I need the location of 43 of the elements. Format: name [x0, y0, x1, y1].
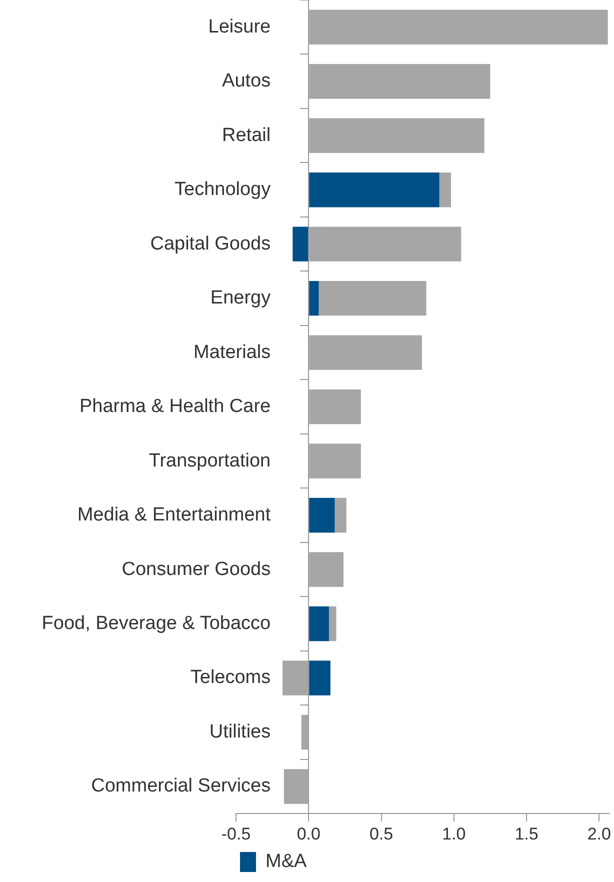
bar	[309, 226, 462, 262]
bar	[309, 389, 361, 424]
y-tick-label: Media & Entertainment	[77, 504, 272, 526]
bar	[309, 64, 490, 99]
y-tick-label: Technology	[174, 179, 272, 200]
y-tick-label: Consumer Goods	[122, 558, 271, 580]
y-tick-label: Autos	[222, 70, 271, 92]
y-tick-label: Transportation	[148, 450, 271, 472]
bar	[309, 118, 484, 153]
bar	[282, 660, 308, 696]
x-tick-label: 2.0	[587, 824, 611, 844]
bar	[309, 660, 330, 696]
y-tick-label: Leisure	[208, 16, 271, 38]
legend-label: M&A	[266, 851, 307, 872]
y-tick-label: Pharma & Health Care	[79, 396, 271, 418]
x-tick-label: 0.0	[296, 824, 320, 844]
y-tick-label: Materials	[194, 342, 271, 363]
bar	[284, 769, 308, 804]
y-tick-label: Energy	[210, 288, 272, 309]
y-tick-label: Food, Beverage & Tobacco	[42, 612, 271, 634]
bar	[309, 552, 344, 587]
bar	[309, 280, 319, 316]
y-tick-label: Retail	[222, 124, 271, 146]
bar	[328, 606, 336, 642]
bar	[309, 444, 361, 478]
bar	[309, 172, 440, 208]
x-tick-label: 0.5	[369, 824, 394, 844]
bar	[309, 10, 608, 44]
bar	[292, 226, 308, 262]
bar	[309, 498, 335, 533]
x-tick-label: 1.0	[442, 824, 466, 844]
bar	[334, 498, 346, 533]
bar	[301, 714, 308, 750]
x-tick-label: -0.5	[221, 824, 251, 844]
y-tick-label: Utilities	[209, 721, 271, 742]
y-tick-label: Telecoms	[190, 667, 271, 688]
y-tick-label: Commercial Services	[91, 776, 271, 797]
bar	[309, 335, 422, 370]
bar	[318, 280, 426, 316]
bar	[309, 606, 329, 642]
y-tick-label: Capital Goods	[150, 233, 271, 254]
x-tick-label: 1.5	[514, 824, 538, 844]
bar	[439, 172, 451, 208]
